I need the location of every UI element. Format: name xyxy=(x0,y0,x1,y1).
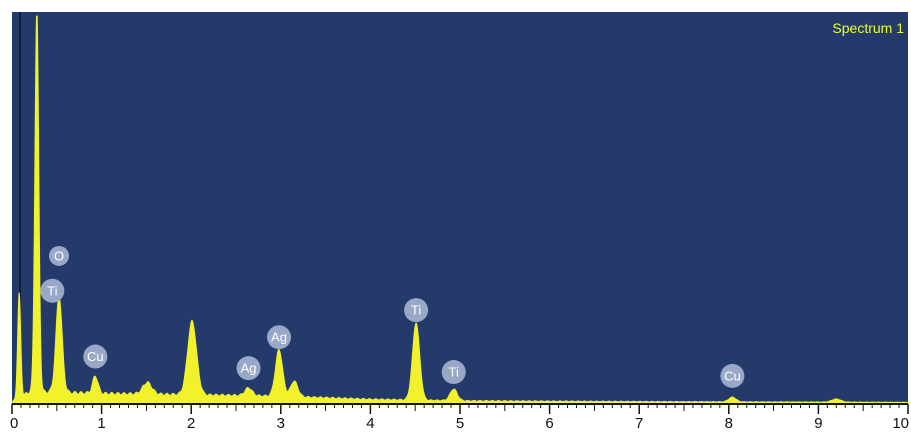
peak-label-ti: Ti xyxy=(441,360,466,385)
peak-label-text: Ti xyxy=(411,303,421,318)
x-tick-label: 10 xyxy=(892,415,909,432)
peak-label-text: O xyxy=(54,248,64,263)
peak-label-text: Ag xyxy=(271,330,287,345)
peak-label-badge xyxy=(720,363,745,388)
x-axis-ticks: 0 1 2 3 4 5 6 7 8 9 10 xyxy=(10,404,909,432)
peak-label-text: Ag xyxy=(241,361,257,376)
legend-series-name: Spectrum 1 xyxy=(832,20,904,36)
peak-label-text: Ti xyxy=(449,365,459,380)
peak-label-text: Cu xyxy=(724,368,741,383)
spectrum-series-area xyxy=(11,15,909,404)
x-tick-label: 6 xyxy=(545,415,553,432)
x-tick-label: 1 xyxy=(97,415,105,432)
x-tick-label: 5 xyxy=(456,415,464,432)
peak-label-text: Ti xyxy=(47,283,57,298)
peak-label-badge xyxy=(236,356,261,381)
peak-label-badge xyxy=(267,325,292,350)
peak-label-ti: Ti xyxy=(40,278,65,303)
peak-labels: COTiCuAgAgTiTiCu xyxy=(40,245,745,388)
peak-label-badge xyxy=(49,245,70,266)
peak-label-ag: Ag xyxy=(236,356,261,381)
peak-label-badge xyxy=(40,278,65,303)
x-tick-label: 4 xyxy=(366,415,374,432)
peak-label-badge xyxy=(404,298,429,323)
x-tick-label: 7 xyxy=(635,415,643,432)
plot-background xyxy=(12,12,908,403)
peak-label-ag: Ag xyxy=(267,325,292,350)
peak-label-o: O xyxy=(49,245,70,266)
peak-label-badge xyxy=(83,344,108,369)
x-tick-label: 9 xyxy=(814,415,822,432)
peak-label-ti: Ti xyxy=(404,298,429,323)
peak-label-text: Cu xyxy=(87,349,104,364)
peak-label-cu: Cu xyxy=(720,363,745,388)
x-tick-label: 8 xyxy=(725,415,733,432)
x-tick-label: 0 xyxy=(10,415,18,432)
peak-label-badge xyxy=(441,360,466,385)
x-tick-label: 2 xyxy=(187,415,195,432)
x-tick-label: 3 xyxy=(277,415,285,432)
peak-label-cu: Cu xyxy=(83,344,108,369)
